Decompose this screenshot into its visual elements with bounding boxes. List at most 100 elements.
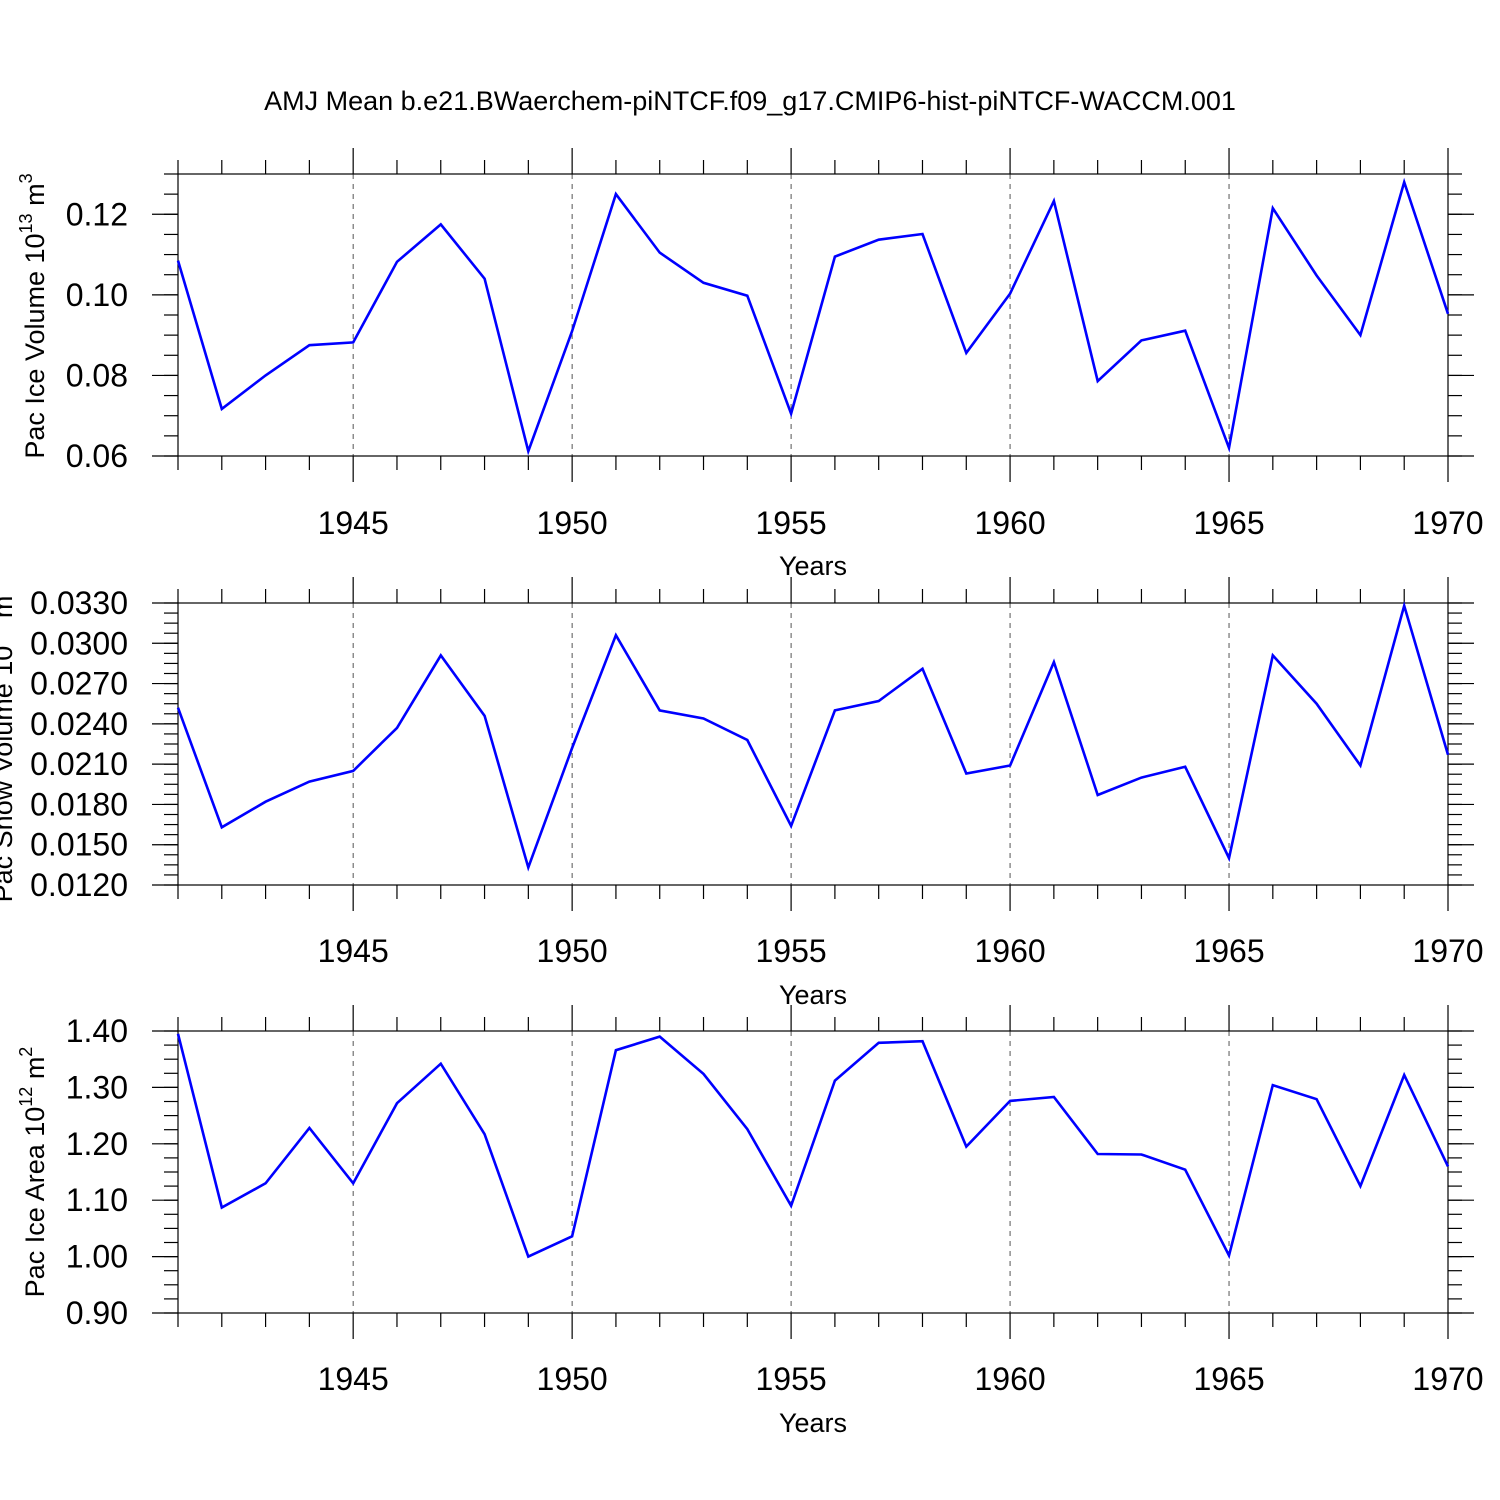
data-point [307, 1126, 311, 1130]
data-point [1227, 856, 1231, 860]
data-point [1183, 329, 1187, 333]
data-point [1008, 292, 1012, 296]
y-axis-label-unit-exponent: 3 [16, 173, 36, 183]
x-tick-label: 1955 [756, 1361, 827, 1397]
data-point [1227, 1253, 1231, 1257]
y-tick-label: 0.10 [66, 277, 128, 313]
x-tick-label: 1955 [756, 933, 827, 969]
data-point [176, 259, 180, 263]
y-axis-label-unit: m [20, 183, 50, 213]
x-tick-label: 1960 [974, 1361, 1045, 1397]
data-point [1402, 1073, 1406, 1077]
data-point [702, 1072, 706, 1076]
series-line [176, 1033, 1450, 1260]
x-tick-label: 1950 [537, 505, 608, 541]
data-point [745, 1127, 749, 1131]
y-tick-label: 1.30 [66, 1069, 128, 1105]
y-tick-label: 0.0210 [30, 746, 128, 782]
y-axis-label-unit-exponent: 3 [0, 586, 4, 596]
y-tick-label: 0.08 [66, 357, 128, 393]
panel-ice-volume: 0.06 0.08 0.10 0.12 1945 1950 1955 1960 1965 1970… [16, 148, 1484, 581]
data-point [833, 255, 837, 259]
data-point [307, 780, 311, 784]
y-tick-label: 0.0120 [30, 867, 128, 903]
data-point [658, 251, 662, 255]
y-tick-label: 0.90 [66, 1295, 128, 1331]
y-axis-label-exponent: 13 [0, 626, 4, 646]
data-point [920, 1039, 924, 1043]
data-point [351, 769, 355, 773]
data-point [1227, 446, 1231, 450]
x-tick-label: 1965 [1193, 505, 1264, 541]
series-line [176, 177, 1450, 456]
data-point [1008, 1099, 1012, 1103]
data-point [920, 667, 924, 671]
data-point [1139, 1153, 1143, 1157]
data-point [483, 1132, 487, 1136]
data-point [1183, 765, 1187, 769]
data-point [789, 1204, 793, 1208]
y-tick-label: 0.06 [66, 438, 128, 474]
x-tick-label: 1965 [1193, 1361, 1264, 1397]
chart-title: AMJ Mean b.e21.BWaerchem-piNTCF.f09_g17.… [264, 86, 1236, 116]
y-tick-label: 0.12 [66, 196, 128, 232]
plot-frame [177, 1030, 1449, 1314]
data-point [1446, 1164, 1450, 1168]
x-tick-label: 1970 [1412, 933, 1483, 969]
data-point [658, 1035, 662, 1039]
data-point [833, 708, 837, 712]
panel-snow-volume: 0.0120 0.0150 0.0180 0.0210 0.0240 0.0270 0.03… [0, 577, 1484, 1010]
data-point [351, 1181, 355, 1185]
y-axis-label-exponent: 13 [16, 213, 36, 233]
y-tick-label: 0.0330 [30, 585, 128, 621]
data-point [658, 708, 662, 712]
data-point [439, 1062, 443, 1066]
plot-frame [177, 602, 1449, 886]
data-point [1096, 793, 1100, 797]
y-axis-label-unit: m [0, 596, 18, 626]
x-axis-label: Years [779, 551, 847, 581]
data-point [1052, 660, 1056, 664]
data-point [570, 1234, 574, 1238]
data-point [877, 238, 881, 242]
data-point [920, 232, 924, 236]
data-point [176, 706, 180, 710]
data-point [1096, 1152, 1100, 1156]
data-point [526, 1255, 530, 1259]
data-point [220, 825, 224, 829]
series-line [176, 600, 1450, 872]
panel-ice-area: 0.90 1.00 1.10 1.20 1.30 1.40 1945 1950 1955 1960… [16, 1005, 1484, 1438]
x-tick-label: 1945 [318, 933, 389, 969]
data-point [1271, 206, 1275, 210]
data-point [395, 260, 399, 264]
data-point [789, 824, 793, 828]
data-point [264, 373, 268, 377]
data-point [1446, 753, 1450, 757]
x-axis-label: Years [779, 1408, 847, 1438]
y-tick-label: 0.0150 [30, 827, 128, 863]
data-point [745, 294, 749, 298]
y-tick-label: 0.0240 [30, 706, 128, 742]
x-tick-label: 1960 [974, 505, 1045, 541]
x-tick-label: 1970 [1412, 1361, 1483, 1397]
x-tick-label: 1965 [1193, 933, 1264, 969]
data-point [614, 192, 618, 196]
y-axis-label: Pac Ice Area 1012 m2 [16, 1047, 50, 1298]
data-point [1183, 1168, 1187, 1172]
data-point [395, 1101, 399, 1105]
x-tick-label: 1970 [1412, 505, 1483, 541]
x-tick-label: 1960 [974, 933, 1045, 969]
y-tick-label: 0.0180 [30, 786, 128, 822]
data-point [964, 1145, 968, 1149]
y-tick-label: 0.0270 [30, 666, 128, 702]
y-tick-label: 1.00 [66, 1239, 128, 1275]
data-point [351, 340, 355, 344]
data-point [307, 343, 311, 347]
data-point [264, 800, 268, 804]
data-point [1315, 274, 1319, 278]
y-tick-label: 1.40 [66, 1013, 128, 1049]
data-point [1139, 338, 1143, 342]
data-point [1096, 379, 1100, 383]
data-point [1052, 199, 1056, 203]
y-axis-label-text: Pac Ice Volume 10 [20, 233, 50, 458]
